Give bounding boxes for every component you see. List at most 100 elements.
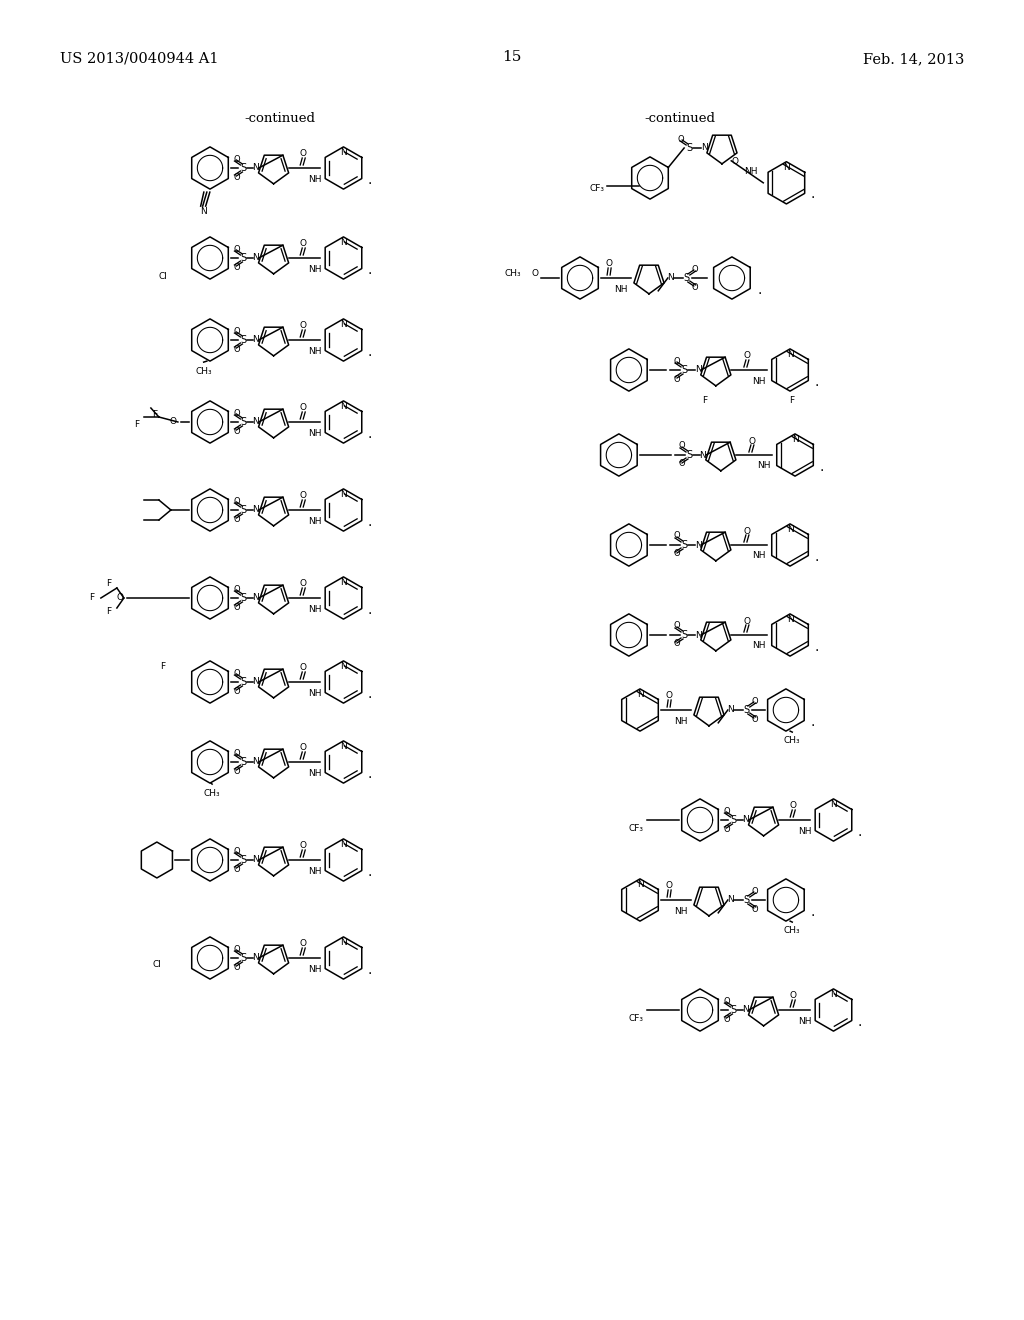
Text: O: O — [300, 404, 307, 412]
Text: O: O — [743, 527, 751, 536]
Text: O: O — [233, 326, 240, 335]
Text: O: O — [233, 408, 240, 417]
Text: O: O — [674, 639, 680, 648]
Text: NH: NH — [675, 717, 688, 726]
Text: O: O — [300, 239, 307, 248]
Text: S: S — [743, 895, 750, 906]
Text: .: . — [814, 640, 818, 653]
Text: .: . — [368, 263, 372, 277]
Text: S: S — [241, 855, 247, 865]
Text: S: S — [241, 953, 247, 964]
Text: O: O — [233, 865, 240, 874]
Text: O: O — [691, 264, 698, 273]
Text: N: N — [786, 615, 794, 624]
Text: N: N — [252, 253, 259, 263]
Text: NH: NH — [799, 1016, 812, 1026]
Text: O: O — [300, 149, 307, 158]
Text: .: . — [368, 767, 372, 780]
Text: CF₃: CF₃ — [629, 824, 644, 833]
Text: -continued: -continued — [245, 112, 315, 125]
Text: S: S — [681, 366, 687, 375]
Text: NH: NH — [744, 168, 758, 177]
Text: .: . — [368, 345, 372, 359]
Text: O: O — [752, 697, 758, 705]
Text: O: O — [300, 491, 307, 500]
Text: O: O — [678, 135, 684, 144]
Text: N: N — [340, 663, 347, 672]
Text: N: N — [252, 855, 259, 865]
Text: .: . — [857, 825, 862, 838]
Text: US 2013/0040944 A1: US 2013/0040944 A1 — [60, 51, 218, 66]
Text: .: . — [368, 962, 372, 977]
Text: N: N — [637, 880, 643, 890]
Text: O: O — [752, 887, 758, 895]
Text: O: O — [300, 579, 307, 589]
Text: F: F — [89, 594, 94, 602]
Text: NH: NH — [799, 826, 812, 836]
Text: S: S — [241, 677, 247, 686]
Text: N: N — [252, 506, 259, 515]
Text: CF₃: CF₃ — [629, 1014, 644, 1023]
Text: O: O — [170, 417, 177, 426]
Text: O: O — [233, 426, 240, 436]
Text: N: N — [340, 742, 347, 751]
Text: O: O — [749, 437, 756, 446]
Text: O: O — [300, 664, 307, 672]
Text: NH: NH — [308, 346, 322, 355]
Text: CH₃: CH₃ — [784, 927, 801, 935]
Text: S: S — [743, 705, 750, 715]
Text: O: O — [674, 549, 680, 558]
Text: N: N — [252, 677, 259, 686]
Text: N: N — [252, 417, 259, 426]
Text: N: N — [792, 436, 799, 445]
Text: CH₃: CH₃ — [504, 268, 521, 277]
Text: O: O — [233, 345, 240, 354]
Text: .: . — [368, 426, 372, 441]
Text: .: . — [810, 904, 814, 919]
Text: S: S — [686, 143, 692, 153]
Text: S: S — [730, 1005, 736, 1015]
Text: O: O — [300, 842, 307, 850]
Text: O: O — [233, 154, 240, 164]
Text: O: O — [233, 244, 240, 253]
Text: .: . — [857, 1015, 862, 1028]
Text: .: . — [814, 375, 818, 388]
Text: O: O — [531, 268, 539, 277]
Text: S: S — [241, 417, 247, 426]
Text: N: N — [694, 540, 701, 549]
Text: NH: NH — [675, 907, 688, 916]
Text: S: S — [686, 450, 692, 459]
Text: .: . — [810, 714, 814, 729]
Text: .: . — [814, 549, 818, 564]
Text: N: N — [830, 990, 837, 999]
Text: NH: NH — [308, 965, 322, 974]
Text: O: O — [674, 532, 680, 540]
Text: O: O — [117, 594, 124, 602]
Text: S: S — [681, 630, 687, 640]
Text: O: O — [233, 945, 240, 953]
Text: NH: NH — [308, 516, 322, 525]
Text: .: . — [368, 603, 372, 616]
Text: O: O — [723, 1015, 730, 1023]
Text: -continued: -continued — [644, 112, 716, 125]
Text: O: O — [233, 515, 240, 524]
Text: .: . — [368, 865, 372, 879]
Text: .: . — [811, 187, 815, 202]
Text: N: N — [340, 403, 347, 412]
Text: NH: NH — [308, 768, 322, 777]
Text: N: N — [252, 594, 259, 602]
Text: NH: NH — [308, 174, 322, 183]
Text: F: F — [160, 661, 165, 671]
Text: N: N — [340, 148, 347, 157]
Text: S: S — [681, 540, 687, 550]
Text: O: O — [233, 173, 240, 181]
Text: N: N — [786, 525, 794, 535]
Text: Feb. 14, 2013: Feb. 14, 2013 — [862, 51, 964, 66]
Text: N: N — [340, 321, 347, 329]
Text: N: N — [340, 939, 347, 948]
Text: F: F — [106, 579, 112, 589]
Text: NH: NH — [614, 285, 628, 293]
Text: N: N — [201, 207, 207, 215]
Text: CH₃: CH₃ — [204, 789, 220, 799]
Text: O: O — [233, 686, 240, 696]
